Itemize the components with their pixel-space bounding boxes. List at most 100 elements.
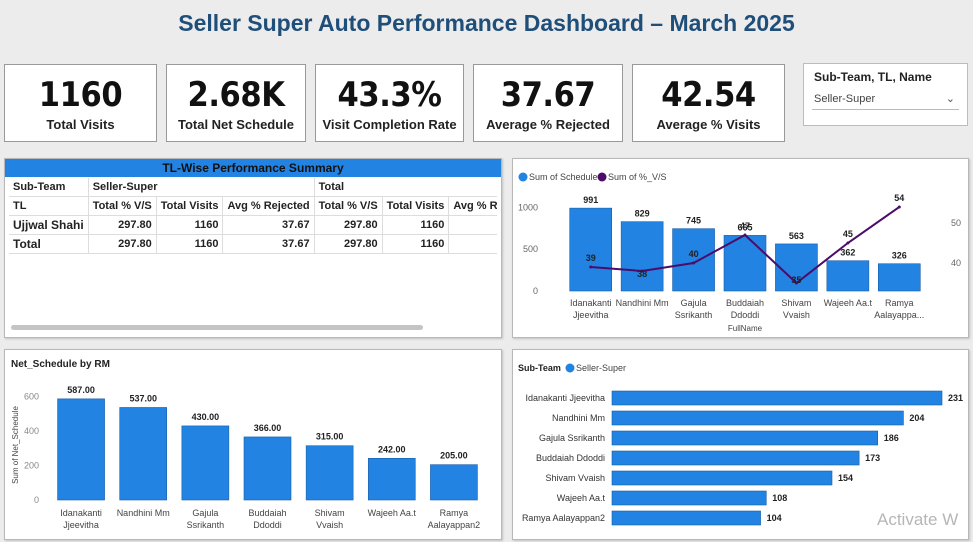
x-axis-label: Wajeeh Aa.t [824, 298, 873, 308]
line-point [846, 241, 850, 245]
line-data-label: 35 [791, 275, 801, 285]
bar [57, 398, 105, 501]
table-header-row: TL Total % V/S Total Visits Avg % Reject… [9, 196, 497, 216]
table-cell: Sub-Team [9, 178, 89, 197]
bar [620, 221, 664, 292]
bar [611, 430, 879, 446]
x-axis-label: Wajeeh Aa.t [368, 508, 417, 518]
net-schedule-chart: Net_Schedule by RM Sum of Net_Schedule 0 20… [11, 359, 480, 530]
line-data-label: 54 [894, 193, 904, 203]
data-label: 366.00 [254, 423, 282, 433]
data-label: 537.00 [129, 393, 157, 403]
legend-swatch [565, 363, 575, 373]
x-axis-label: Shivam [315, 508, 345, 518]
y2-axis-tick: 40 [951, 258, 961, 268]
x-axis-label: Nandhini Mm [117, 508, 170, 518]
table-cell: Total [314, 178, 497, 197]
bar [611, 470, 833, 486]
line-point [794, 281, 798, 285]
line-data-label: 38 [637, 269, 647, 279]
kpi-card-avg-visits[interactable]: 42.54 Average % Visits [632, 64, 785, 142]
line-point [743, 233, 747, 237]
table-cell: 297.80 [314, 234, 383, 254]
x-axis-label: Vvaish [783, 310, 810, 320]
table-cell: 297.80 [88, 234, 157, 254]
table-cell: 37.67 [222, 215, 315, 235]
data-label: 204 [909, 413, 924, 423]
subteam-slicer[interactable]: Sub-Team, TL, Name Seller-Super ⌄ [803, 63, 968, 126]
kpi-label: Average % Visits [656, 117, 761, 132]
table-cell: 297.80 [88, 215, 157, 235]
bar [826, 260, 870, 292]
bar [305, 445, 354, 501]
x-axis-label: Jjeevitha [573, 310, 609, 320]
table-cell [448, 234, 497, 254]
data-label: 173 [865, 453, 880, 463]
table-cell [448, 215, 497, 235]
table-cell: 1160 [156, 234, 224, 254]
combo-chart: Sum of Schedule Sum of %_V/S 0 500 1000 40 50 9… [518, 172, 961, 333]
x-axis-label: Idanakanti [60, 508, 102, 518]
line-point [640, 269, 644, 273]
line-data-label: 40 [689, 249, 699, 259]
bar [367, 458, 416, 501]
x-axis-label: Vvaish [316, 520, 343, 530]
table-cell: 1160 [382, 234, 450, 254]
line-data-label: 39 [586, 253, 596, 263]
data-label: 829 [635, 209, 650, 219]
kpi-label: Total Net Schedule [177, 117, 295, 132]
y-axis-label: Shivam Vvaish [545, 473, 605, 483]
dashboard-title: Seller Super Auto Performance Dashboard … [178, 10, 795, 36]
bar [119, 407, 168, 501]
kpi-card-avg-rejected[interactable]: 37.67 Average % Rejected [473, 64, 623, 142]
table-cell: 1160 [382, 215, 450, 235]
data-label: 587.00 [67, 385, 95, 395]
kpi-value: 1160 [38, 75, 123, 115]
subteam-hbar-card: Sub-Team Seller-Super Idanakanti Jjeevitha… [512, 349, 969, 540]
column-header[interactable]: Total Visits [156, 196, 224, 216]
column-header[interactable]: TL [9, 196, 89, 216]
x-axis-label: Gajula [681, 298, 707, 308]
data-label: 362 [840, 248, 855, 258]
table-total-row: Total 297.80 1160 37.67 297.80 1160 [9, 234, 497, 254]
table-cell: 1160 [156, 215, 224, 235]
data-label: 186 [884, 433, 899, 443]
y-axis-label: Wajeeh Aa.t [557, 493, 606, 503]
column-header[interactable]: Avg % Rejected [222, 196, 315, 216]
table-cell: Ujjwal Shahi [9, 215, 89, 235]
bar [611, 410, 904, 426]
table-row: Ujjwal Shahi 297.80 1160 37.67 297.80 11… [9, 215, 497, 235]
kpi-card-net-schedule[interactable]: 2.68K Total Net Schedule [166, 64, 306, 142]
horizontal-scrollbar[interactable] [11, 325, 423, 330]
column-header[interactable]: Total Visits [382, 196, 450, 216]
table-cell: Seller-Super [88, 178, 315, 197]
y-axis-tick: 500 [523, 244, 538, 254]
table-group-row: Sub-Team Seller-Super Total [9, 178, 497, 197]
column-header[interactable]: Total % V/S [314, 196, 383, 216]
bar [611, 450, 860, 466]
y-axis-tick: 600 [24, 392, 39, 402]
kpi-card-completion-rate[interactable]: 43.3% Visit Completion Rate [315, 64, 464, 142]
bar [611, 510, 761, 526]
slicer-selected-value[interactable]: Seller-Super [814, 93, 876, 105]
bar [611, 390, 943, 406]
y-axis-tick: 400 [24, 426, 39, 436]
bar [672, 228, 715, 292]
data-label: 154 [838, 473, 853, 483]
subteam-hbar-chart: Sub-Team Seller-Super Idanakanti Jjeevitha… [518, 363, 963, 526]
y-axis-tick: 1000 [518, 202, 538, 212]
x-axis-label: Shivam [781, 298, 811, 308]
tl-summary-card: TL-Wise Performance Summary Sub-Team Sel… [4, 158, 502, 338]
data-label: 205.00 [440, 451, 468, 461]
kpi-value: 37.67 [500, 75, 596, 115]
tl-summary-table: Sub-Team Seller-Super Total TL Total % V… [9, 178, 497, 254]
y-axis-tick: 0 [34, 495, 39, 505]
kpi-card-total-visits[interactable]: 1160 Total Visits [4, 64, 157, 142]
x-axis-label: Ramya [440, 508, 469, 518]
x-axis-label: Aalayappa... [874, 310, 924, 320]
y-axis-title: Sum of Net_Schedule [11, 406, 20, 484]
column-header[interactable]: Avg % R [448, 196, 497, 216]
chevron-down-icon[interactable]: ⌄ [945, 93, 955, 105]
column-header[interactable]: Total % V/S [88, 196, 157, 216]
data-label: 563 [789, 231, 804, 241]
